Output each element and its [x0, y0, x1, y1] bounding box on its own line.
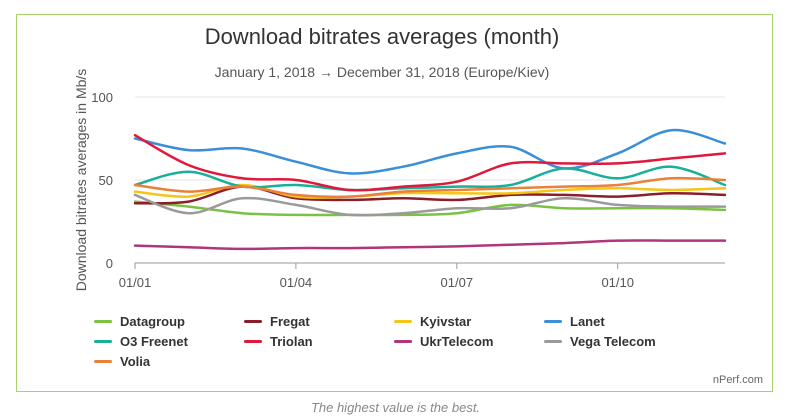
- legend-label: Triolan: [270, 334, 313, 349]
- legend-item-ukrtelecom[interactable]: UkrTelecom: [394, 334, 493, 349]
- legend-swatch: [244, 340, 262, 343]
- legend-swatch: [394, 320, 412, 323]
- series-line-o3-freenet: [133, 165, 727, 192]
- legend-label: Vega Telecom: [570, 334, 656, 349]
- legend-item-lanet[interactable]: Lanet: [544, 314, 605, 329]
- y-tick-label: 50: [99, 173, 113, 188]
- legend-swatch: [544, 340, 562, 343]
- legend-swatch: [94, 320, 112, 323]
- legend-item-o3-freenet[interactable]: O3 Freenet: [94, 334, 188, 349]
- legend-label: Volia: [120, 354, 151, 369]
- legend-swatch: [394, 340, 412, 343]
- legend-item-fregat[interactable]: Fregat: [244, 314, 310, 329]
- legend-swatch: [244, 320, 262, 323]
- legend-item-vega-telecom[interactable]: Vega Telecom: [544, 334, 656, 349]
- chart-subtitle: January 1, 2018 → December 31, 2018 (Eur…: [214, 64, 550, 80]
- x-tick-label: 01/10: [601, 275, 634, 290]
- chart-title: Download bitrates averages (month): [204, 24, 560, 49]
- legend-label: Kyivstar: [420, 314, 472, 329]
- series-line-datagroup: [133, 200, 727, 217]
- series-line-lanet: [133, 128, 727, 175]
- legend-label: Datagroup: [120, 314, 185, 329]
- x-tick-label: 01/01: [119, 275, 152, 290]
- legend-item-kyivstar[interactable]: Kyivstar: [394, 314, 471, 329]
- x-tick-label: 01/07: [441, 275, 474, 290]
- series-line-volia: [133, 176, 727, 199]
- legend-label: UkrTelecom: [420, 334, 494, 349]
- legend-label: O3 Freenet: [120, 334, 188, 349]
- legend-label: Lanet: [570, 314, 605, 329]
- legend-swatch: [94, 340, 112, 343]
- credit-text: nPerf.com: [712, 374, 763, 386]
- caption-text: The highest value is the best.: [310, 400, 481, 415]
- legend-item-datagroup[interactable]: Datagroup: [94, 314, 185, 329]
- legend-swatch: [94, 360, 112, 363]
- series-line-ukrtelecom: [133, 239, 727, 251]
- legend-label: Fregat: [270, 314, 310, 329]
- series-line-vega-telecom: [133, 193, 727, 217]
- legend-item-volia[interactable]: Volia: [94, 354, 150, 369]
- series-line-triolan: [133, 133, 727, 192]
- x-tick-label: 01/04: [280, 275, 313, 290]
- legend-swatch: [544, 320, 562, 323]
- legend-item-triolan[interactable]: Triolan: [244, 334, 313, 349]
- y-tick-label: 100: [91, 90, 113, 105]
- y-tick-label: 0: [106, 256, 113, 271]
